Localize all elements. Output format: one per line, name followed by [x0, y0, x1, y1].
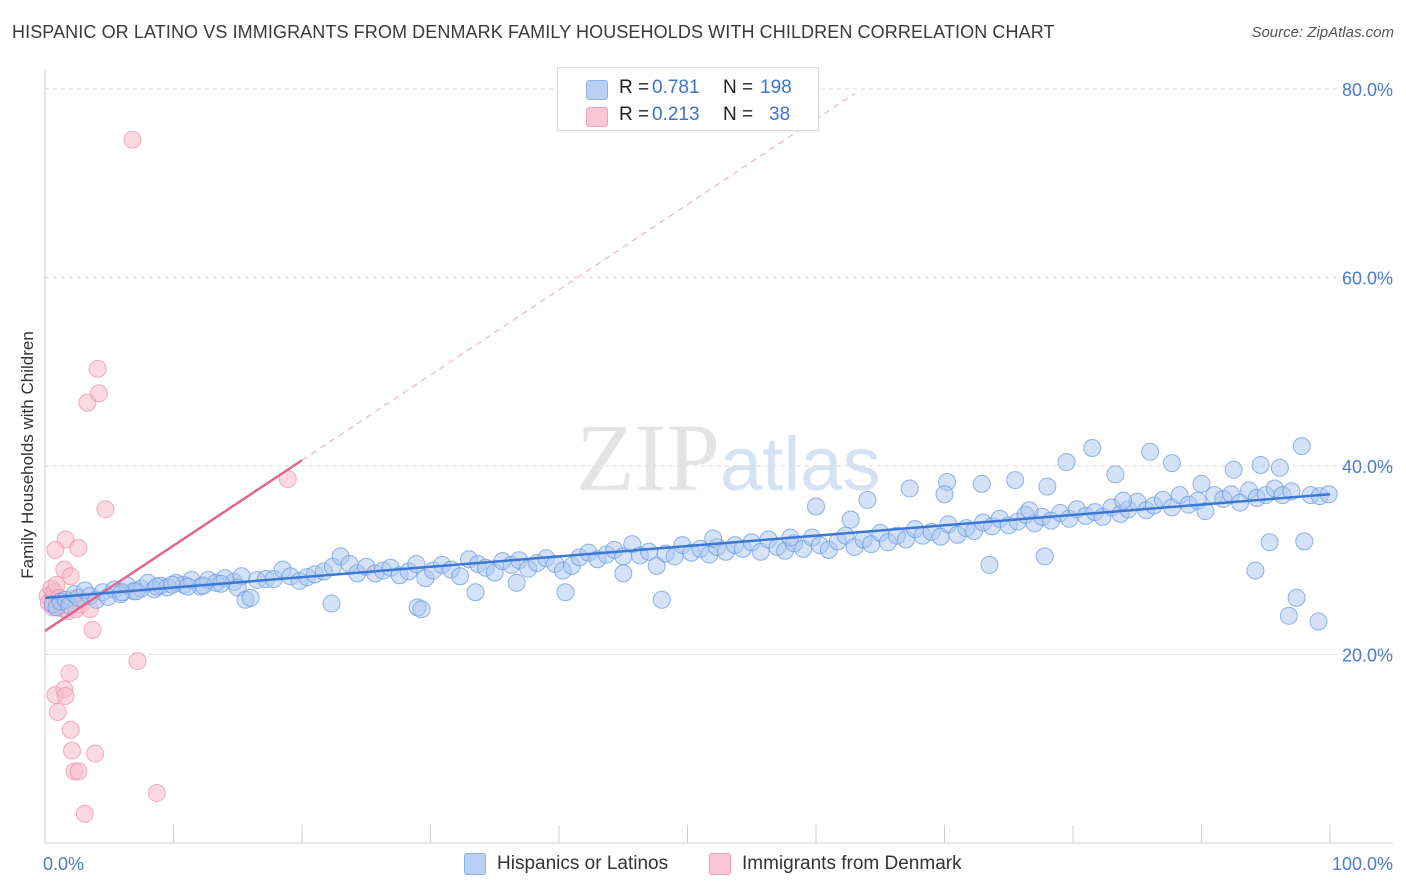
data-point-hispanics: [1114, 491, 1133, 510]
data-point-hispanics: [1224, 460, 1243, 479]
data-point-hispanics: [241, 588, 260, 607]
legend-n-label: N =: [723, 77, 754, 98]
x-tick-label: 100.0%: [1332, 854, 1393, 874]
data-point-hispanics: [935, 485, 954, 504]
data-point-denmark: [56, 686, 75, 705]
data-point-hispanics: [466, 583, 485, 602]
source-credit: Source: ZipAtlas.com: [1251, 24, 1394, 41]
data-point-hispanics: [1020, 501, 1039, 520]
trend-line-denmark-extension: [301, 93, 855, 461]
data-point-hispanics: [980, 555, 999, 574]
data-point-denmark: [46, 540, 65, 559]
data-point-denmark: [88, 359, 107, 378]
data-point-hispanics: [451, 567, 470, 586]
legend-swatch-blue: [586, 80, 608, 100]
data-point-hispanics: [1162, 454, 1181, 473]
series-legend: Hispanics or Latinos Immigrants from Den…: [0, 852, 1406, 878]
legend-n-value: 198: [760, 77, 792, 98]
data-point-hispanics: [1292, 437, 1311, 456]
data-point-denmark: [83, 620, 102, 639]
data-point-hispanics: [1035, 547, 1054, 566]
data-point-hispanics: [807, 497, 825, 516]
data-point-hispanics: [614, 564, 633, 583]
data-point-hispanics: [1282, 482, 1301, 501]
data-point-denmark: [69, 762, 88, 781]
data-point-hispanics: [1106, 465, 1125, 484]
data-point-hispanics: [1246, 561, 1265, 580]
series-immigrants-denmark-points: [38, 130, 297, 823]
watermark-atlas: atlas: [720, 422, 881, 507]
data-point-hispanics: [652, 590, 671, 609]
data-point-hispanics: [1038, 477, 1057, 496]
data-point-denmark: [69, 538, 88, 557]
data-point-hispanics: [647, 556, 666, 575]
data-point-denmark: [62, 741, 81, 760]
trend-line-denmark: [44, 459, 303, 632]
data-point-hispanics: [412, 600, 431, 619]
data-point-denmark: [61, 720, 80, 739]
data-point-hispanics: [507, 573, 526, 592]
data-point-denmark: [61, 567, 80, 586]
data-point-hispanics: [1279, 606, 1298, 625]
data-point-hispanics: [1309, 612, 1328, 631]
chart-title: HISPANIC OR LATINO VS IMMIGRANTS FROM DE…: [12, 22, 1055, 42]
data-point-hispanics: [1057, 453, 1076, 472]
data-point-hispanics: [1270, 458, 1289, 477]
y-tick-label: 20.0%: [1342, 645, 1393, 665]
data-point-denmark: [128, 652, 147, 671]
data-point-hispanics: [1196, 502, 1215, 521]
watermark-zip: ZIP: [576, 404, 720, 511]
data-point-hispanics: [1295, 532, 1314, 551]
y-tick-label: 40.0%: [1342, 457, 1393, 477]
trend-lines: [44, 93, 1331, 632]
data-point-hispanics: [972, 474, 991, 493]
data-point-hispanics: [1260, 533, 1279, 552]
data-point-hispanics: [163, 575, 182, 594]
legend-label: Hispanics or Latinos: [497, 853, 669, 874]
tick-labels: 20.0% 40.0% 60.0% 80.0% 0.0% 100.0%: [43, 80, 1393, 874]
x-tick-label: 0.0%: [43, 854, 84, 874]
trend-line-hispanics: [44, 492, 1331, 600]
y-tick-label: 80.0%: [1342, 80, 1393, 100]
legend-swatch-pink: [709, 853, 731, 875]
legend-swatch-pink: [586, 107, 608, 127]
data-point-denmark: [60, 664, 79, 683]
data-point-hispanics: [900, 479, 919, 498]
stats-legend: R = 0.781 N = 198 R = 0.213 N = 38: [557, 67, 819, 131]
data-point-denmark: [89, 384, 108, 403]
data-point-hispanics: [841, 510, 860, 529]
data-point-hispanics: [1006, 471, 1025, 490]
legend-n-label: N =: [723, 104, 754, 125]
legend-r-value: 0.781: [652, 77, 700, 98]
data-point-hispanics: [556, 583, 575, 602]
data-point-denmark: [48, 702, 67, 721]
data-point-hispanics: [1192, 474, 1211, 493]
data-point-denmark: [86, 744, 105, 763]
data-point-hispanics: [1251, 455, 1270, 474]
legend-n-value: 38: [769, 104, 791, 125]
data-point-denmark: [147, 784, 166, 803]
y-tick-label: 60.0%: [1342, 268, 1393, 288]
data-point-hispanics: [147, 577, 166, 596]
data-point-hispanics: [1083, 439, 1102, 458]
legend-r-value: 0.213: [652, 104, 700, 125]
data-point-denmark: [96, 500, 115, 519]
legend-label: Immigrants from Denmark: [742, 853, 962, 874]
axes: [44, 70, 1393, 844]
legend-r-label: R =: [619, 104, 650, 125]
data-point-hispanics: [322, 594, 341, 613]
legend-r-label: R =: [619, 77, 650, 98]
data-point-hispanics: [1287, 588, 1306, 607]
data-point-denmark: [75, 804, 94, 823]
legend-swatch-blue: [464, 853, 486, 875]
data-point-hispanics: [1141, 442, 1160, 461]
data-point-hispanics: [858, 490, 877, 509]
data-point-denmark: [123, 130, 142, 149]
